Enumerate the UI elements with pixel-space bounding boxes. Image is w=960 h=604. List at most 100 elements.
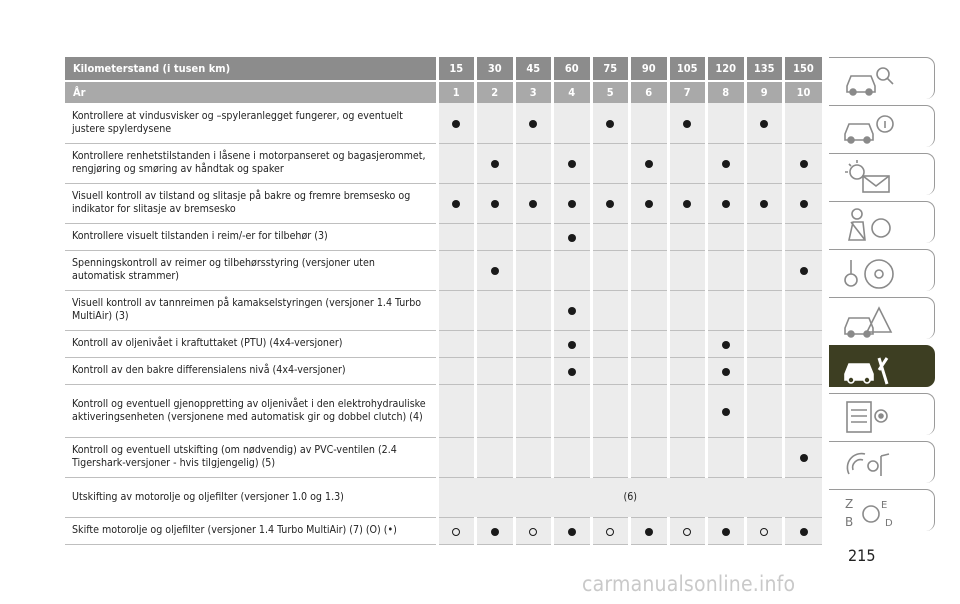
schedule-cell	[551, 357, 591, 385]
schedule-cell	[782, 143, 822, 184]
row-description: Kontrollere at vindusvisker og –spyleran…	[65, 103, 437, 144]
schedule-cell	[435, 357, 476, 385]
filled-dot-icon	[721, 200, 730, 208]
schedule-cell	[589, 330, 630, 358]
schedule-cell	[551, 384, 591, 438]
km-header-cell: 30	[474, 57, 514, 82]
schedule-cell	[474, 103, 514, 144]
schedule-cell	[743, 223, 784, 251]
schedule-cell	[628, 250, 668, 291]
filled-dot-icon	[490, 267, 499, 275]
schedule-row: Kontrollere renhetstilstanden i låsene i…	[65, 143, 822, 184]
km-header-cell: 135	[743, 57, 784, 82]
maintenance-schedule-table: Kilometerstand (i tusen km) 15 30 45 60 …	[65, 57, 822, 545]
schedule-cell	[474, 183, 514, 224]
filled-dot-icon	[567, 527, 576, 536]
schedule-row: Kontrollere visuelt tilstanden i reim/-e…	[65, 223, 822, 251]
schedule-row: Kontroll av den bakre differensialens ni…	[65, 357, 822, 385]
schedule-cell	[782, 517, 822, 545]
schedule-cell	[782, 183, 822, 224]
filled-dot-icon	[490, 160, 499, 168]
chapter-tab[interactable]	[829, 153, 935, 195]
year-header-row: År 1 2 3 4 5 6 7 8 9 10	[65, 81, 822, 103]
chapter-tab[interactable]	[829, 57, 935, 99]
schedule-cell	[782, 103, 822, 144]
year-header-cell: 1	[435, 81, 476, 103]
filled-dot-icon	[452, 200, 461, 208]
filled-dot-icon	[567, 307, 576, 315]
chapter-tab[interactable]	[829, 201, 935, 243]
filled-dot-icon	[799, 527, 808, 536]
schedule-cell	[512, 183, 553, 224]
filled-dot-icon	[799, 267, 808, 275]
schedule-cell	[551, 330, 591, 358]
chapter-tab[interactable]	[829, 441, 935, 483]
schedule-cell	[743, 384, 784, 438]
schedule-cell	[628, 290, 668, 331]
schedule-cell	[551, 183, 591, 224]
filled-dot-icon	[683, 119, 692, 128]
schedule-cell	[474, 357, 514, 385]
schedule-cell	[666, 223, 707, 251]
row-description: Kontroll og eventuell utskifting (om nød…	[65, 437, 437, 478]
km-header-cell: 90	[628, 57, 668, 82]
row-description: Utskifting av motorolje og oljefilter (v…	[65, 477, 437, 518]
km-header-cell: 105	[666, 57, 707, 82]
svg-text:Z: Z	[845, 497, 853, 511]
schedule-row: Spenningskontroll av reimer og tilbehørs…	[65, 250, 822, 291]
schedule-cell	[435, 384, 476, 438]
filled-dot-icon	[452, 119, 461, 128]
hollow-circle-icon	[529, 527, 538, 536]
filled-dot-icon	[644, 527, 653, 536]
schedule-cell	[474, 384, 514, 438]
schedule-cell	[512, 103, 553, 144]
schedule-cell	[589, 517, 630, 545]
schedule-cell	[512, 330, 553, 358]
year-header-cell: 7	[666, 81, 707, 103]
schedule-cell	[589, 290, 630, 331]
filled-dot-icon	[721, 160, 730, 168]
schedule-cell	[705, 183, 745, 224]
schedule-cell	[435, 290, 476, 331]
schedule-cell	[551, 223, 591, 251]
year-header-cell: 4	[551, 81, 591, 103]
km-header-label: Kilometerstand (i tusen km)	[65, 57, 437, 82]
schedule-cell	[589, 250, 630, 291]
hollow-circle-icon	[606, 527, 615, 536]
schedule-cell	[782, 250, 822, 291]
filled-dot-icon	[760, 119, 769, 128]
hollow-circle-icon	[683, 527, 692, 536]
filled-dot-icon	[529, 200, 538, 208]
svg-text:E: E	[881, 500, 887, 511]
chapter-tab[interactable]	[829, 105, 935, 147]
chapter-tab[interactable]	[829, 345, 935, 387]
filled-dot-icon	[490, 200, 499, 208]
schedule-cell	[705, 437, 745, 478]
schedule-cell	[666, 330, 707, 358]
chapter-tab[interactable]	[829, 393, 935, 435]
km-header-cell: 45	[512, 57, 553, 82]
schedule-cell	[628, 103, 668, 144]
schedule-row: Visuell kontroll av tannreimen på kamaks…	[65, 290, 822, 331]
schedule-cell	[666, 250, 707, 291]
schedule-cell	[743, 357, 784, 385]
schedule-cell	[705, 330, 745, 358]
km-header-cell: 150	[782, 57, 822, 82]
schedule-cell	[743, 437, 784, 478]
filled-dot-icon	[567, 367, 576, 376]
km-header-cell: 75	[589, 57, 630, 82]
schedule-cell	[512, 517, 553, 545]
schedule-cell	[435, 517, 476, 545]
km-header-cell: 60	[551, 57, 591, 82]
schedule-cell	[666, 437, 707, 478]
schedule-cell	[743, 183, 784, 224]
filled-dot-icon	[606, 200, 615, 208]
chapter-tab[interactable]	[829, 297, 935, 339]
chapter-tab[interactable]	[829, 249, 935, 291]
year-header-cell: 10	[782, 81, 822, 103]
year-header-cell: 2	[474, 81, 514, 103]
schedule-cell	[628, 143, 668, 184]
schedule-cell	[435, 103, 476, 144]
